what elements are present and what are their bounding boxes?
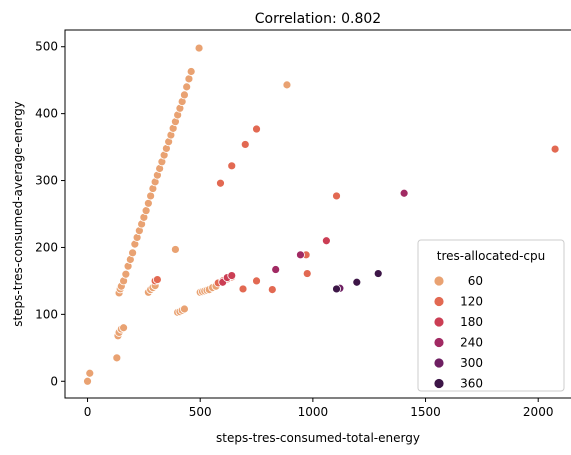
- legend-marker-180: [433, 316, 445, 328]
- point-series-60-58: [282, 80, 292, 90]
- x-tick-label-0: 0: [84, 405, 92, 419]
- x-tick-label-1500: 1500: [410, 405, 441, 419]
- x-axis: 0 500 1000 1500 2000: [84, 398, 554, 419]
- chart-title: Correlation: 0.802: [255, 11, 381, 27]
- legend: tres-allocated-cpu 60 120 180 240 300 360: [417, 239, 565, 392]
- point-series-120-12: [238, 284, 248, 294]
- legend-marker-60: [433, 275, 445, 287]
- point-series-60-6: [119, 323, 128, 333]
- point-series-60-20: [141, 206, 151, 216]
- point-series-120-4: [332, 191, 341, 201]
- legend-marker-300: [433, 357, 445, 369]
- legend-marker-360: [433, 378, 445, 389]
- y-tick-label-300: 300: [35, 174, 58, 188]
- legend-label-240: 240: [460, 336, 483, 350]
- legend-title: tres-allocated-cpu: [437, 249, 546, 263]
- points-layer: [83, 43, 560, 386]
- y-tick-label-100: 100: [35, 307, 58, 321]
- y-tick-label-200: 200: [35, 240, 58, 254]
- legend-box: [417, 239, 565, 392]
- legend-label-180: 180: [460, 315, 483, 329]
- point-series-120-7: [152, 275, 162, 284]
- point-series-120-13: [252, 276, 261, 286]
- point-series-120-15: [302, 269, 312, 278]
- legend-label-300: 300: [460, 356, 483, 370]
- point-series-60-1: [85, 368, 95, 378]
- point-series-60-38: [182, 82, 192, 92]
- point-series-60-41: [194, 43, 204, 53]
- legend-label-60: 60: [468, 274, 483, 288]
- y-tick-label-500: 500: [35, 40, 58, 54]
- point-series-60-22: [146, 191, 156, 201]
- legend-marker-240: [433, 337, 445, 348]
- y-axis-label: steps-tres-consumed-average-energy: [11, 101, 25, 327]
- x-tick-label-1000: 1000: [298, 405, 329, 419]
- x-axis-label: steps-tres-consumed-total-energy: [216, 431, 420, 445]
- legend-label-120: 120: [460, 295, 483, 309]
- point-series-360-1: [352, 277, 362, 287]
- point-series-180-2: [227, 271, 237, 280]
- x-tick-label-500: 500: [189, 405, 212, 419]
- point-series-120-0: [216, 178, 225, 188]
- point-series-120-14: [267, 285, 277, 295]
- point-series-240-1: [296, 250, 305, 260]
- point-series-60-2: [112, 353, 122, 363]
- point-series-60-14: [128, 248, 138, 258]
- y-tick-label-400: 400: [35, 107, 58, 121]
- point-series-360-2: [373, 269, 383, 278]
- point-series-60-46: [171, 245, 180, 254]
- point-series-60-37: [180, 90, 189, 100]
- plot-frame: [64, 29, 571, 399]
- point-series-120-3: [252, 124, 261, 134]
- point-series-60-11: [121, 269, 131, 279]
- x-tick-label-2000: 2000: [523, 405, 554, 419]
- point-series-360-0: [332, 284, 341, 294]
- point-series-240-0: [271, 265, 281, 274]
- y-axis: 0 100 200 300 400 500: [35, 40, 65, 388]
- point-series-120-5: [550, 144, 560, 154]
- legend-marker-120: [433, 296, 445, 307]
- point-series-240-2: [399, 188, 409, 198]
- point-series-180-3: [321, 236, 331, 246]
- point-series-60-50: [180, 304, 189, 314]
- legend-label-360: 360: [460, 377, 483, 391]
- point-series-120-2: [240, 140, 250, 149]
- point-series-60-0: [83, 376, 92, 386]
- point-series-120-1: [227, 161, 237, 171]
- y-tick-label-0: 0: [50, 374, 58, 388]
- point-series-60-21: [143, 198, 153, 208]
- point-series-60-39: [184, 74, 194, 84]
- point-series-60-40: [186, 67, 196, 76]
